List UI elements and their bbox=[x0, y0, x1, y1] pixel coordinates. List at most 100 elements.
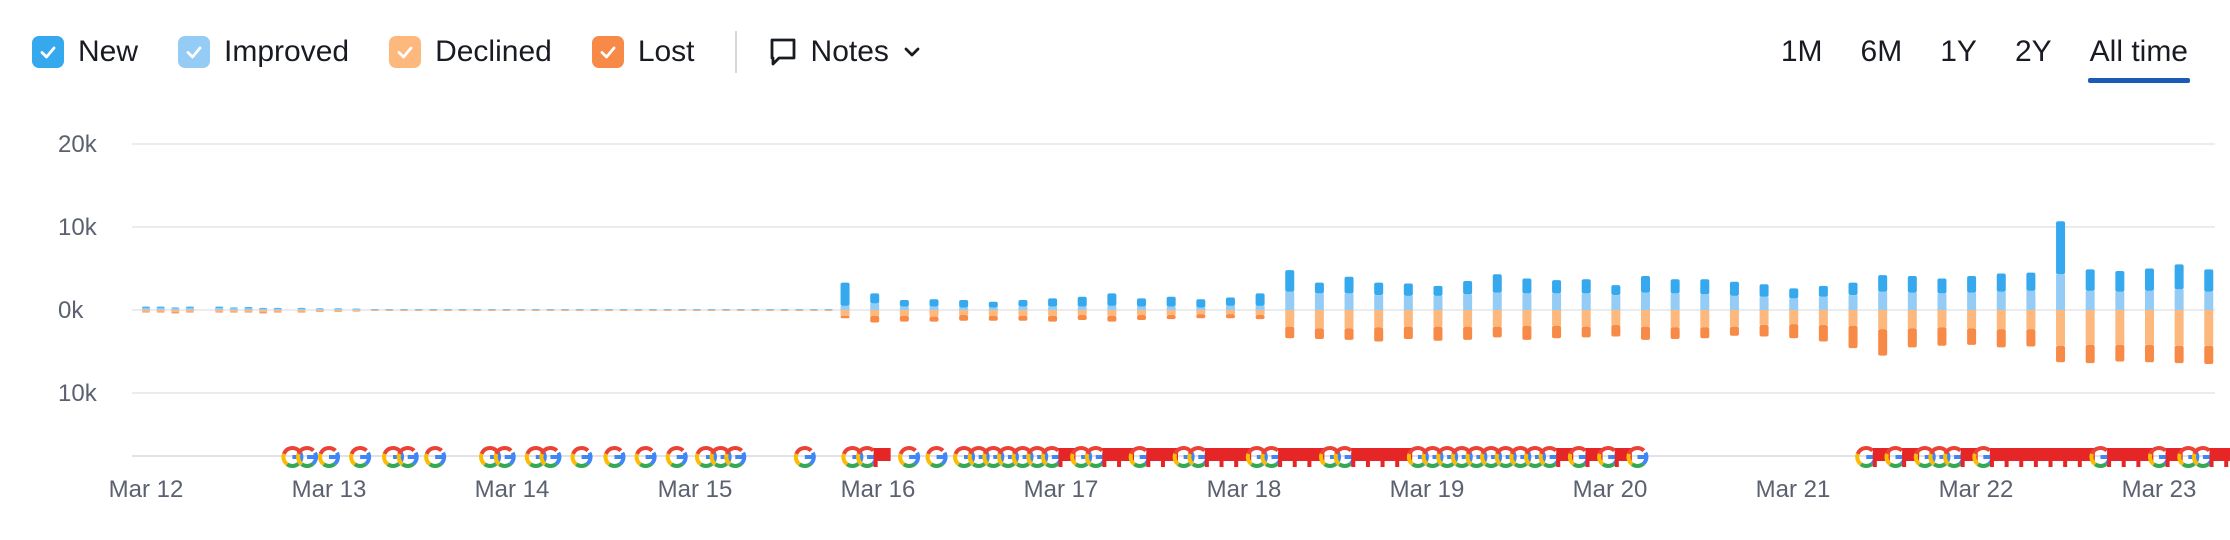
bar-lost bbox=[1314, 328, 1324, 340]
bar-improved bbox=[244, 308, 253, 310]
bar-declined bbox=[1641, 310, 1651, 327]
flag-note-icon bbox=[1204, 448, 1222, 467]
bar-lost bbox=[297, 311, 306, 313]
bar-new bbox=[1374, 282, 1384, 296]
legend-declined[interactable]: Declined bbox=[389, 35, 552, 69]
bar-declined bbox=[1048, 310, 1058, 316]
notes-dropdown[interactable]: Notes bbox=[767, 35, 923, 69]
flag-note-icon bbox=[2209, 448, 2227, 467]
bar-lost bbox=[1107, 315, 1117, 322]
bar-group bbox=[385, 309, 394, 311]
flag-note-icon bbox=[2019, 448, 2037, 467]
bar-lost bbox=[142, 311, 150, 313]
bar-declined bbox=[142, 310, 150, 312]
bar-new bbox=[1759, 284, 1769, 297]
range-1y[interactable]: 1Y bbox=[1940, 35, 1977, 68]
flag-note-icon bbox=[2063, 448, 2081, 467]
bar-lost bbox=[2174, 345, 2184, 364]
bar-improved bbox=[1463, 294, 1473, 310]
bar-new bbox=[1018, 300, 1028, 307]
bar-improved bbox=[1996, 291, 2006, 310]
bar-new bbox=[1077, 296, 1087, 307]
legend-new-checkbox[interactable] bbox=[32, 36, 64, 68]
bar-declined bbox=[1611, 310, 1621, 325]
bar-lost bbox=[988, 315, 998, 321]
bar-improved bbox=[1137, 306, 1147, 310]
bar-group bbox=[273, 307, 282, 313]
bar-group bbox=[1759, 284, 1769, 337]
google-update-icon bbox=[349, 446, 372, 468]
bar-improved bbox=[1522, 293, 1532, 310]
legend-lost-checkbox[interactable] bbox=[591, 36, 624, 68]
bar-new bbox=[1700, 279, 1710, 295]
bar-improved bbox=[1581, 293, 1591, 310]
bar-group bbox=[215, 306, 224, 313]
google-update-icon bbox=[665, 446, 688, 468]
bar-lost bbox=[929, 316, 939, 322]
bar-group bbox=[1255, 293, 1265, 320]
legend-lost[interactable]: Lost bbox=[591, 35, 695, 69]
bar-declined bbox=[334, 310, 343, 312]
flag-note-icon bbox=[1278, 448, 1296, 467]
bar-group bbox=[1048, 298, 1058, 322]
bar-declined bbox=[352, 310, 361, 311]
bar-group bbox=[1818, 285, 1828, 342]
bar-group bbox=[297, 307, 306, 313]
legend-new[interactable]: New bbox=[32, 35, 138, 69]
bar-improved bbox=[2115, 291, 2125, 310]
bar-new bbox=[899, 300, 909, 307]
bar-new bbox=[1255, 293, 1265, 306]
range-all-time[interactable]: All time bbox=[2087, 35, 2191, 83]
bar-lost bbox=[334, 311, 343, 312]
bar-group bbox=[2174, 264, 2184, 364]
x-tick-label: Mar 22 bbox=[1939, 476, 2014, 503]
bar-new bbox=[334, 308, 343, 310]
legend-improved-checkbox[interactable] bbox=[178, 36, 211, 68]
y-tick-label: 10k bbox=[58, 380, 98, 407]
google-update-icon bbox=[634, 446, 657, 468]
bar-improved bbox=[1818, 296, 1828, 310]
legend-improved[interactable]: Improved bbox=[178, 35, 349, 69]
bar-improved bbox=[1641, 292, 1651, 310]
bar-lost bbox=[244, 311, 253, 313]
bar-group bbox=[1522, 278, 1532, 340]
bar-group bbox=[315, 308, 324, 312]
chart-bars bbox=[142, 221, 2214, 364]
x-tick-label: Mar 12 bbox=[109, 476, 184, 503]
bar-group bbox=[429, 309, 438, 311]
range-6m[interactable]: 6M bbox=[1860, 35, 1903, 68]
bar-group bbox=[1166, 296, 1176, 320]
bar-new bbox=[1166, 296, 1176, 307]
time-range-tabs: 1M 6M 1Y 2Y All time bbox=[1779, 22, 2191, 83]
bar-group bbox=[1107, 293, 1117, 322]
bar-group bbox=[156, 306, 165, 313]
bar-new bbox=[2174, 264, 2184, 290]
bar-improved bbox=[1077, 306, 1087, 310]
bar-lost bbox=[1759, 324, 1769, 337]
bar-improved bbox=[315, 309, 324, 310]
bar-new bbox=[1552, 280, 1562, 294]
bar-declined bbox=[1848, 310, 1858, 326]
bar-new bbox=[156, 306, 165, 308]
bar-declined bbox=[1937, 310, 1947, 328]
bar-new bbox=[1522, 278, 1532, 294]
bar-lost bbox=[156, 311, 165, 313]
bar-lost bbox=[1641, 326, 1651, 340]
x-tick-label: Mar 20 bbox=[1573, 476, 1648, 503]
bar-new bbox=[2204, 269, 2214, 292]
google-update-icon bbox=[539, 446, 562, 468]
legend-declined-checkbox[interactable] bbox=[389, 36, 422, 68]
bar-lost bbox=[1137, 314, 1147, 320]
bar-declined bbox=[171, 310, 180, 313]
flag-note-icon bbox=[2048, 448, 2066, 467]
google-update-icon bbox=[493, 446, 516, 468]
bar-improved bbox=[1670, 293, 1680, 310]
bar-lost bbox=[1225, 314, 1235, 319]
range-2y[interactable]: 2Y bbox=[2014, 35, 2052, 68]
check-icon bbox=[600, 46, 616, 59]
bar-new bbox=[1611, 285, 1621, 296]
google-update-icon bbox=[898, 446, 921, 468]
bar-new bbox=[1285, 270, 1295, 292]
bar-group bbox=[634, 309, 643, 311]
range-1m[interactable]: 1M bbox=[1780, 35, 1823, 68]
